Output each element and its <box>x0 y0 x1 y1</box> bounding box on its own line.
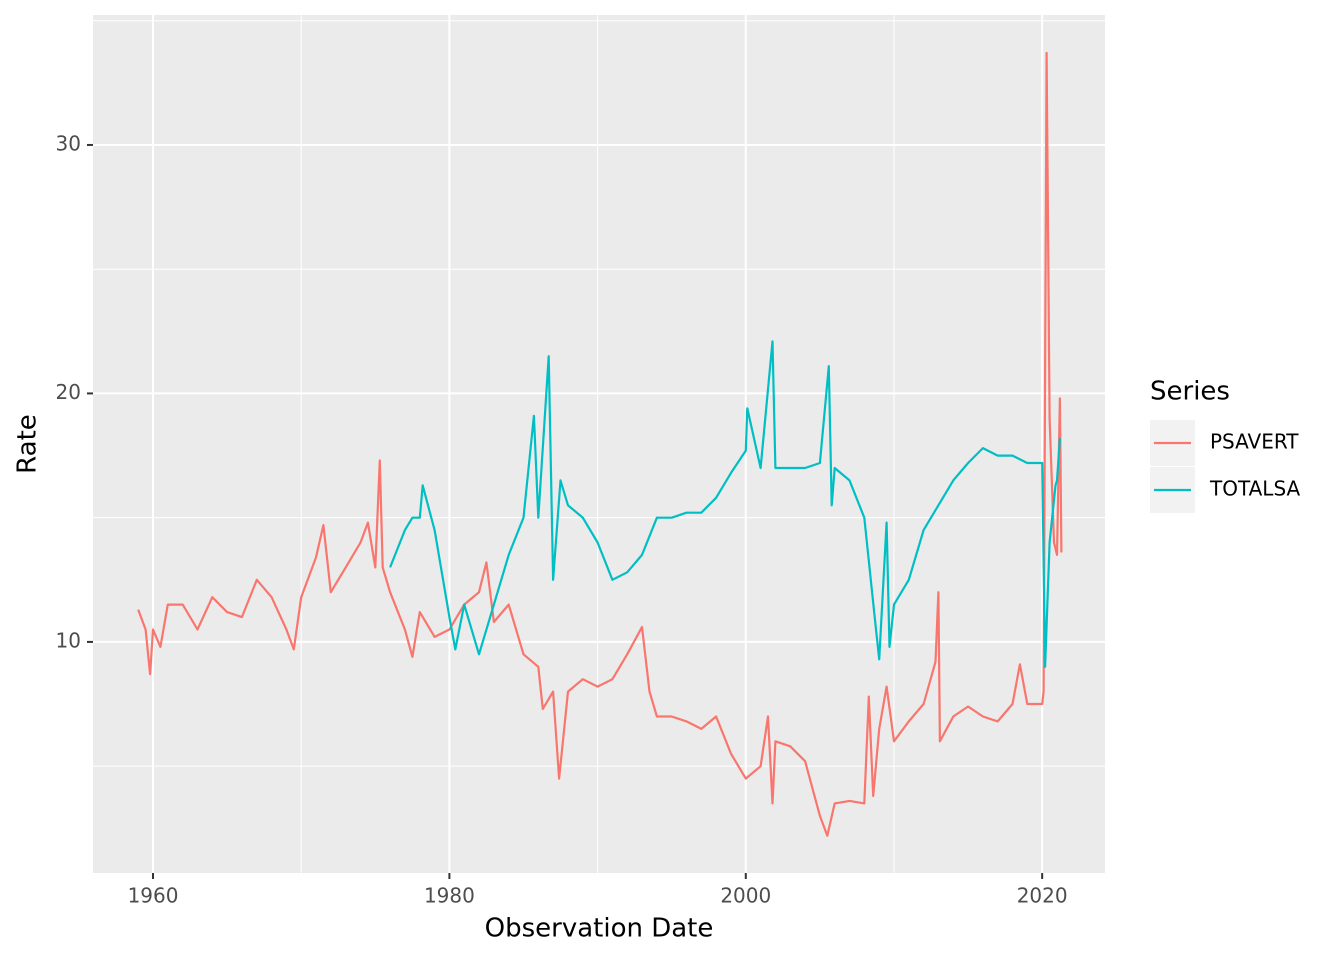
x-tick-label: 2000 <box>720 884 771 908</box>
legend-label: TOTALSA <box>1209 477 1301 501</box>
series-line <box>389 340 1061 668</box>
grid <box>93 15 1105 873</box>
y-axis-label: Rate <box>13 414 43 474</box>
y-tick-label: 10 <box>56 628 81 652</box>
x-tick-label: 2020 <box>1017 884 1068 908</box>
legend-label: PSAVERT <box>1210 430 1299 454</box>
panel <box>93 15 1105 873</box>
x-tick-label: 1980 <box>424 884 475 908</box>
x-tick-label: 1960 <box>128 884 179 908</box>
x-axis-label: Observation Date <box>485 914 714 944</box>
y-tick-label: 20 <box>56 380 81 404</box>
legend-title: Series <box>1150 377 1230 407</box>
y-tick-label: 30 <box>56 131 81 155</box>
lines <box>137 51 1063 837</box>
series-line <box>137 51 1063 837</box>
